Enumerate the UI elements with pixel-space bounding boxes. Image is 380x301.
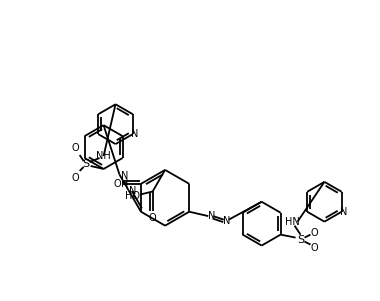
Text: N: N (121, 171, 128, 181)
Text: O: O (113, 179, 121, 189)
Text: S: S (82, 159, 89, 169)
Text: HO: HO (125, 191, 140, 201)
Text: O: O (311, 228, 318, 237)
Text: H: H (121, 178, 128, 189)
Text: N: N (207, 211, 215, 221)
Text: O: O (311, 243, 318, 253)
Text: N: N (129, 186, 136, 196)
Text: N: N (131, 129, 138, 139)
Text: N: N (223, 216, 230, 226)
Text: NH: NH (96, 151, 111, 161)
Text: O: O (149, 213, 157, 223)
Text: HN: HN (285, 217, 300, 227)
Text: O: O (72, 143, 79, 153)
Text: O: O (72, 173, 79, 183)
Text: S: S (297, 234, 304, 245)
Text: N: N (340, 207, 347, 217)
